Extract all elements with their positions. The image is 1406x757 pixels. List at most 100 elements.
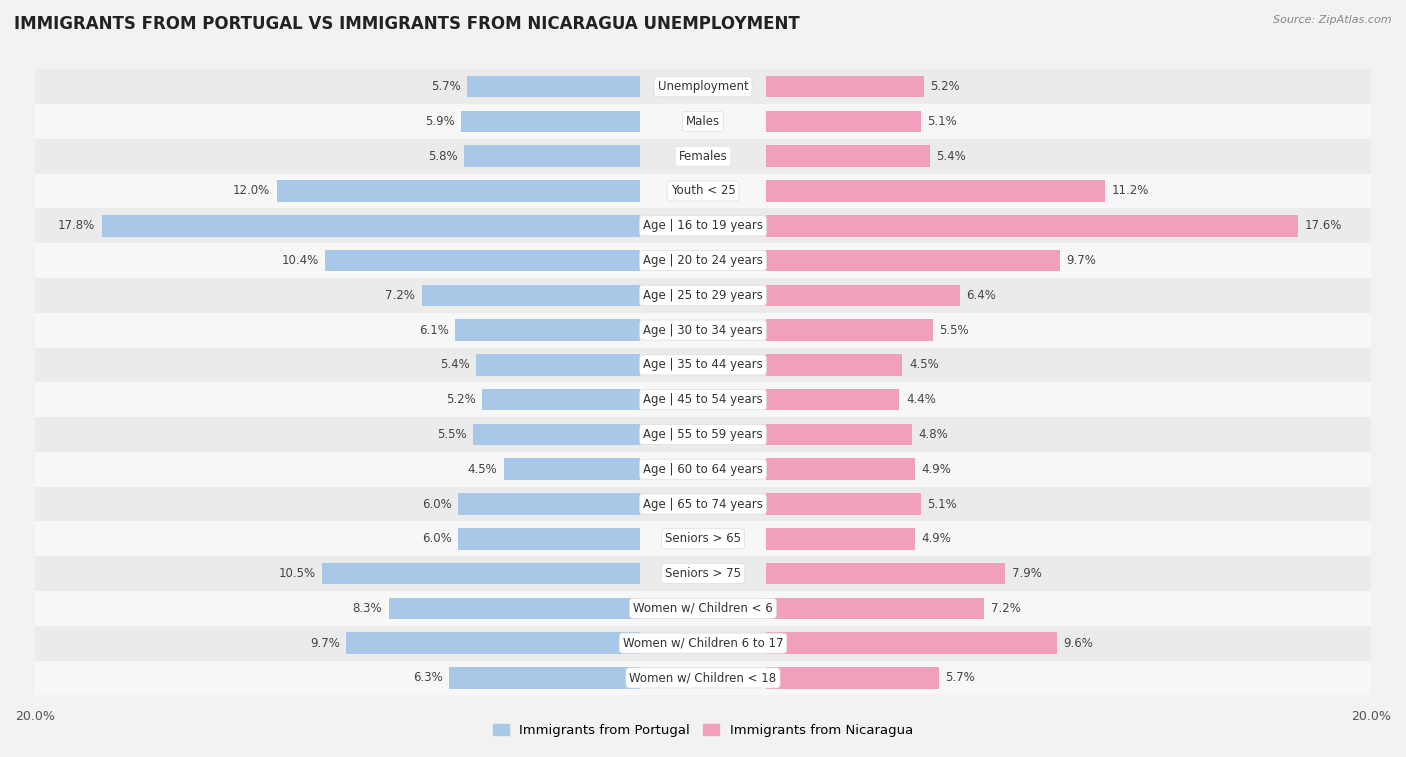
Text: 12.0%: 12.0%: [233, 185, 270, 198]
Text: 6.0%: 6.0%: [422, 497, 451, 510]
Text: Age | 25 to 29 years: Age | 25 to 29 years: [643, 289, 763, 302]
Text: 6.3%: 6.3%: [413, 671, 443, 684]
Bar: [766, 180, 1105, 202]
Text: Age | 35 to 44 years: Age | 35 to 44 years: [643, 358, 763, 372]
Bar: [101, 215, 640, 236]
Bar: [766, 319, 932, 341]
Text: 5.2%: 5.2%: [446, 393, 475, 407]
Text: 4.5%: 4.5%: [910, 358, 939, 372]
Text: 5.8%: 5.8%: [427, 150, 457, 163]
Text: Unemployment: Unemployment: [658, 80, 748, 93]
Bar: [766, 285, 960, 306]
Bar: [346, 632, 640, 654]
Text: 5.1%: 5.1%: [927, 497, 957, 510]
Text: Seniors > 65: Seniors > 65: [665, 532, 741, 545]
Text: 8.3%: 8.3%: [353, 602, 382, 615]
Text: 4.5%: 4.5%: [467, 463, 496, 475]
Text: 10.5%: 10.5%: [278, 567, 315, 580]
Bar: [766, 424, 911, 445]
Bar: [35, 487, 1371, 522]
Text: 17.8%: 17.8%: [58, 220, 96, 232]
Bar: [766, 494, 921, 515]
Bar: [766, 389, 900, 410]
Text: 4.9%: 4.9%: [921, 463, 950, 475]
Text: Age | 20 to 24 years: Age | 20 to 24 years: [643, 254, 763, 267]
Bar: [35, 522, 1371, 556]
Bar: [467, 76, 640, 98]
Bar: [766, 667, 939, 689]
Bar: [458, 528, 640, 550]
Bar: [766, 632, 1056, 654]
Text: 6.0%: 6.0%: [422, 532, 451, 545]
Text: Youth < 25: Youth < 25: [671, 185, 735, 198]
Text: IMMIGRANTS FROM PORTUGAL VS IMMIGRANTS FROM NICARAGUA UNEMPLOYMENT: IMMIGRANTS FROM PORTUGAL VS IMMIGRANTS F…: [14, 15, 800, 33]
Bar: [35, 313, 1371, 347]
Bar: [35, 278, 1371, 313]
Bar: [277, 180, 640, 202]
Text: Age | 55 to 59 years: Age | 55 to 59 years: [643, 428, 763, 441]
Bar: [482, 389, 640, 410]
Bar: [35, 69, 1371, 104]
Bar: [449, 667, 640, 689]
Bar: [325, 250, 640, 271]
Text: Seniors > 75: Seniors > 75: [665, 567, 741, 580]
Bar: [766, 354, 903, 375]
Text: 7.9%: 7.9%: [1012, 567, 1042, 580]
Bar: [35, 382, 1371, 417]
Bar: [477, 354, 640, 375]
Text: 9.7%: 9.7%: [1066, 254, 1097, 267]
Text: 5.7%: 5.7%: [430, 80, 461, 93]
Text: 5.4%: 5.4%: [936, 150, 966, 163]
Text: 6.1%: 6.1%: [419, 323, 449, 337]
Bar: [35, 104, 1371, 139]
Text: 5.2%: 5.2%: [931, 80, 960, 93]
Text: 5.9%: 5.9%: [425, 115, 454, 128]
Bar: [766, 459, 914, 480]
Bar: [35, 208, 1371, 243]
Bar: [35, 139, 1371, 173]
Text: 4.4%: 4.4%: [905, 393, 936, 407]
Text: Women w/ Children 6 to 17: Women w/ Children 6 to 17: [623, 637, 783, 650]
Text: 10.4%: 10.4%: [281, 254, 319, 267]
Text: Age | 60 to 64 years: Age | 60 to 64 years: [643, 463, 763, 475]
Bar: [35, 243, 1371, 278]
Text: 9.7%: 9.7%: [309, 637, 340, 650]
Text: 7.2%: 7.2%: [385, 289, 415, 302]
Bar: [503, 459, 640, 480]
Text: Women w/ Children < 18: Women w/ Children < 18: [630, 671, 776, 684]
Text: Age | 45 to 54 years: Age | 45 to 54 years: [643, 393, 763, 407]
Text: Women w/ Children < 6: Women w/ Children < 6: [633, 602, 773, 615]
Text: 9.6%: 9.6%: [1063, 637, 1092, 650]
Bar: [35, 591, 1371, 626]
Bar: [766, 250, 1060, 271]
Text: 5.4%: 5.4%: [440, 358, 470, 372]
Bar: [456, 319, 640, 341]
Text: Age | 65 to 74 years: Age | 65 to 74 years: [643, 497, 763, 510]
Bar: [35, 417, 1371, 452]
Bar: [322, 562, 640, 584]
Bar: [461, 111, 640, 132]
Bar: [35, 347, 1371, 382]
Text: Age | 30 to 34 years: Age | 30 to 34 years: [643, 323, 763, 337]
Bar: [458, 494, 640, 515]
Bar: [35, 626, 1371, 661]
Text: Source: ZipAtlas.com: Source: ZipAtlas.com: [1274, 15, 1392, 25]
Bar: [464, 145, 640, 167]
Text: 11.2%: 11.2%: [1112, 185, 1149, 198]
Bar: [766, 562, 1005, 584]
Text: Females: Females: [679, 150, 727, 163]
Bar: [766, 145, 929, 167]
Bar: [766, 215, 1298, 236]
Text: 5.1%: 5.1%: [927, 115, 957, 128]
Bar: [35, 173, 1371, 208]
Text: 5.5%: 5.5%: [939, 323, 969, 337]
Bar: [35, 661, 1371, 696]
Bar: [388, 597, 640, 619]
Bar: [35, 556, 1371, 591]
Legend: Immigrants from Portugal, Immigrants from Nicaragua: Immigrants from Portugal, Immigrants fro…: [488, 719, 918, 743]
Bar: [766, 111, 921, 132]
Bar: [35, 452, 1371, 487]
Bar: [766, 528, 914, 550]
Text: Age | 16 to 19 years: Age | 16 to 19 years: [643, 220, 763, 232]
Bar: [766, 76, 924, 98]
